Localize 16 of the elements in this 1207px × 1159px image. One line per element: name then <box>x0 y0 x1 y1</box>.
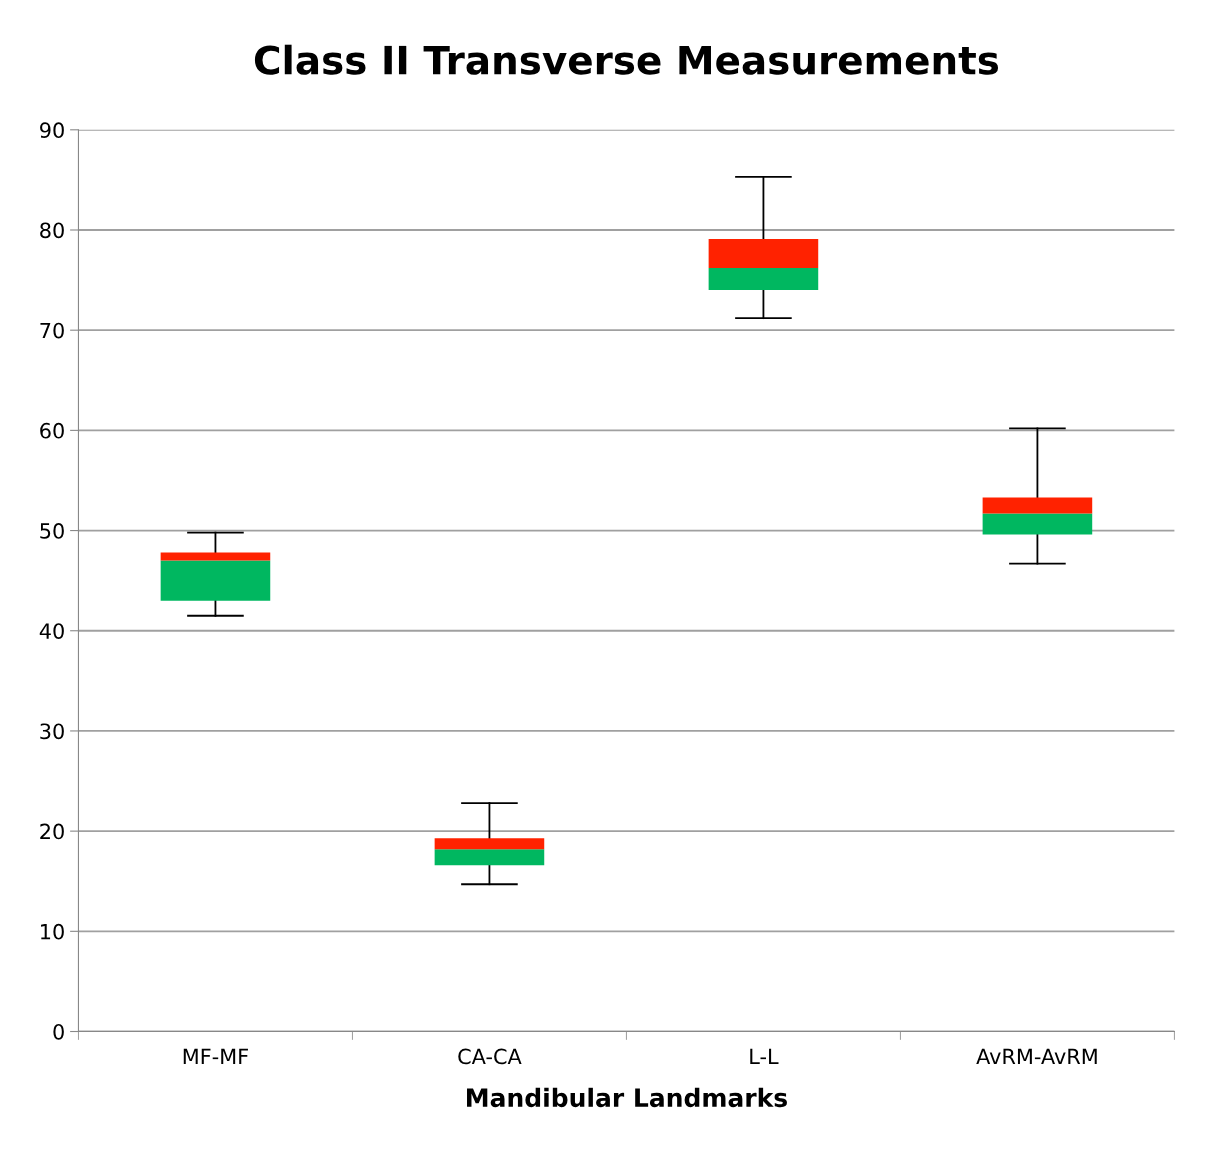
y-tick-label: 40 <box>39 623 64 639</box>
y-tick-label: 90 <box>40 122 64 139</box>
x-tick-label: AvRM-AvRM <box>976 1048 1097 1065</box>
y-tick-label: 0 <box>53 1023 64 1040</box>
y-tick-label: 30 <box>40 723 64 740</box>
x-tick-label: L-L <box>750 1048 779 1065</box>
y-tick-label: 10 <box>41 923 64 940</box>
x-tick-label: MF-MF <box>183 1048 248 1065</box>
x-axis-title: Mandibular Landmarks <box>467 1087 787 1108</box>
y-tick-label: 50 <box>40 523 64 539</box>
y-tick-label: 20 <box>40 823 64 840</box>
y-tick-label: 80 <box>40 222 64 239</box>
y-tick-label: 70 <box>40 322 64 339</box>
chart-title: Class II Transverse Measurements <box>254 44 999 75</box>
x-tick-label: CA-CA <box>458 1048 522 1065</box>
y-tick-label: 60 <box>40 422 64 439</box>
